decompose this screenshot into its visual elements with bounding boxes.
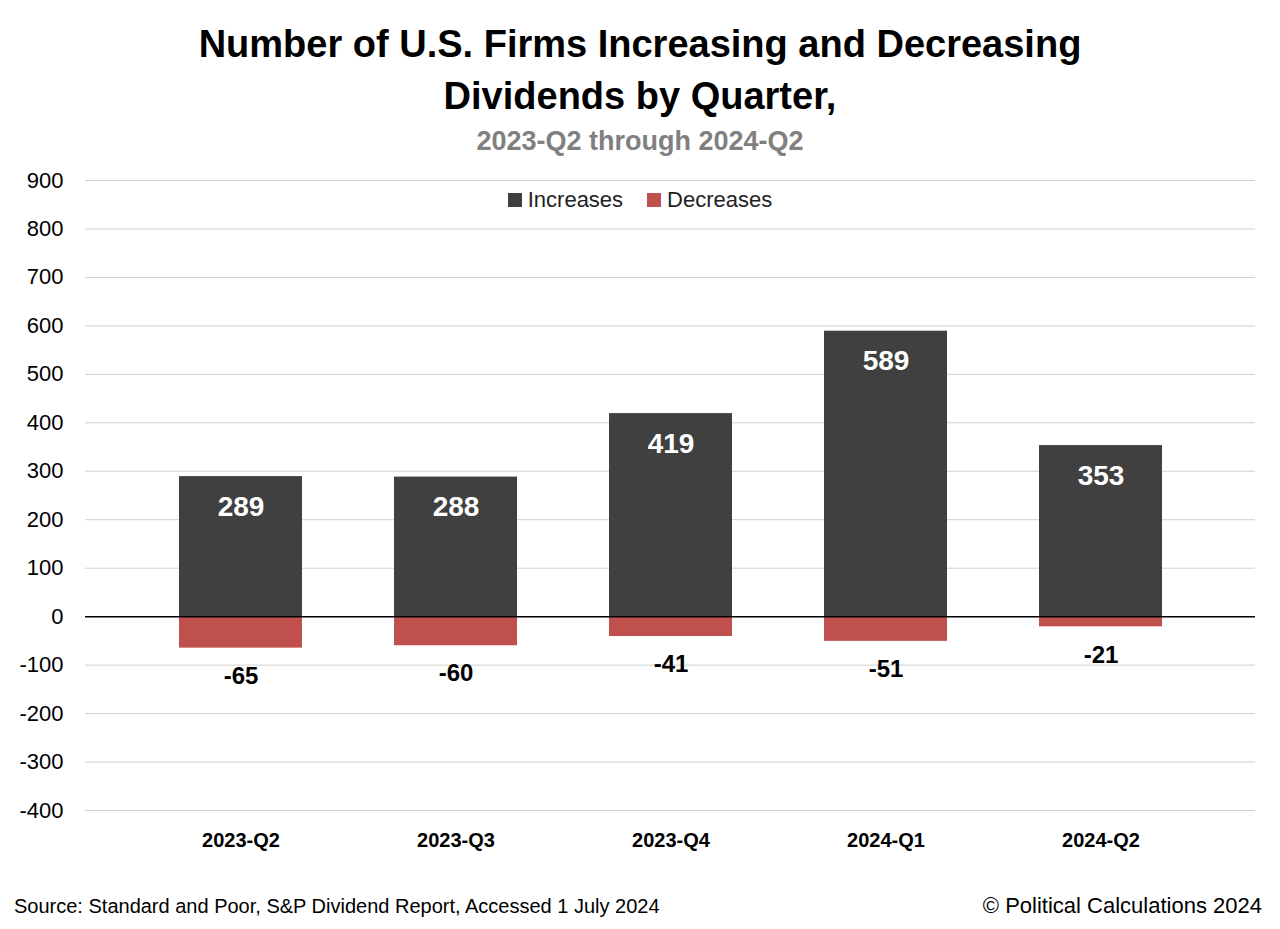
svg-text:-51: -51 bbox=[869, 655, 904, 682]
svg-text:200: 200 bbox=[27, 507, 64, 532]
html-text:© Political Calculations 2024: © Political Calculations 2024 bbox=[982, 893, 1262, 918]
svg-text:353: 353 bbox=[1078, 460, 1125, 491]
html-text:Increases: Increases bbox=[527, 187, 624, 212]
svg-text:2023-Q3: 2023-Q3 bbox=[417, 829, 495, 851]
svg-text:500: 500 bbox=[27, 361, 64, 386]
svg-text:2024-Q2: 2024-Q2 bbox=[1062, 829, 1140, 851]
svg-text:900: 900 bbox=[27, 168, 64, 193]
html-text:2023-Q2 through 2024-Q2: 2023-Q2 through 2024-Q2 bbox=[476, 126, 804, 156]
svg-text:0: 0 bbox=[51, 604, 63, 629]
html-text:Source: Standard and Poor, S&P: Source: Standard and Poor, S&P Dividend … bbox=[14, 895, 660, 917]
html-text:Decreases: Decreases bbox=[667, 187, 773, 212]
svg-text:2024-Q1: 2024-Q1 bbox=[847, 829, 925, 851]
svg-text:800: 800 bbox=[27, 216, 64, 241]
svg-text:-21: -21 bbox=[1084, 641, 1119, 668]
svg-text:-400: -400 bbox=[19, 798, 63, 823]
svg-text:2023-Q2: 2023-Q2 bbox=[202, 829, 280, 851]
svg-text:400: 400 bbox=[27, 410, 64, 435]
svg-text:2023-Q4: 2023-Q4 bbox=[632, 829, 711, 851]
svg-text:289: 289 bbox=[218, 491, 265, 522]
svg-text:-60: -60 bbox=[439, 659, 474, 686]
svg-text:-41: -41 bbox=[654, 650, 689, 677]
svg-text:100: 100 bbox=[27, 555, 64, 580]
svg-text:-100: -100 bbox=[19, 652, 63, 677]
svg-text:-300: -300 bbox=[19, 749, 63, 774]
svg-text:-65: -65 bbox=[224, 662, 259, 689]
svg-text:288: 288 bbox=[433, 491, 480, 522]
svg-text:419: 419 bbox=[648, 428, 695, 459]
svg-text:600: 600 bbox=[27, 313, 64, 338]
svg-text:300: 300 bbox=[27, 458, 64, 483]
svg-text:700: 700 bbox=[27, 264, 64, 289]
svg-text:-200: -200 bbox=[19, 701, 63, 726]
svg-text:589: 589 bbox=[863, 345, 910, 376]
html-text:Number of U.S. Firms Increasin: Number of U.S. Firms Increasing and Decr… bbox=[198, 23, 1082, 117]
